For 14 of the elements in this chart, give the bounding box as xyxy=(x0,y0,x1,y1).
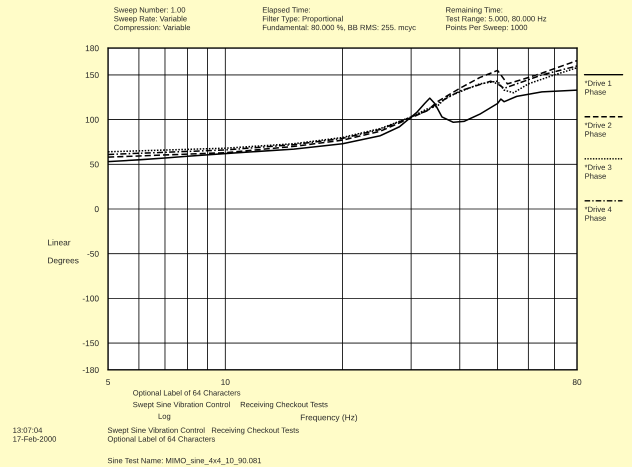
x-tick-label: 10 xyxy=(221,379,230,386)
y-tick-label: -150 xyxy=(82,340,99,346)
y-tick-label: 100 xyxy=(86,116,99,123)
x-axis-title: Frequency (Hz) xyxy=(300,414,358,422)
y-tick-label: 0 xyxy=(94,206,99,212)
y-tick-label: -50 xyxy=(87,250,99,257)
y-tick-label: -100 xyxy=(82,296,99,302)
text: Linear Degrees xyxy=(48,239,79,266)
x-tick-label: 5 xyxy=(106,379,110,386)
y-tick-label: 150 xyxy=(86,72,99,78)
y-tick-label: 50 xyxy=(90,161,99,168)
y-tick-label: -180 xyxy=(82,367,99,373)
y-tick-label: 180 xyxy=(86,45,99,52)
x-tick-label: 80 xyxy=(572,379,582,386)
